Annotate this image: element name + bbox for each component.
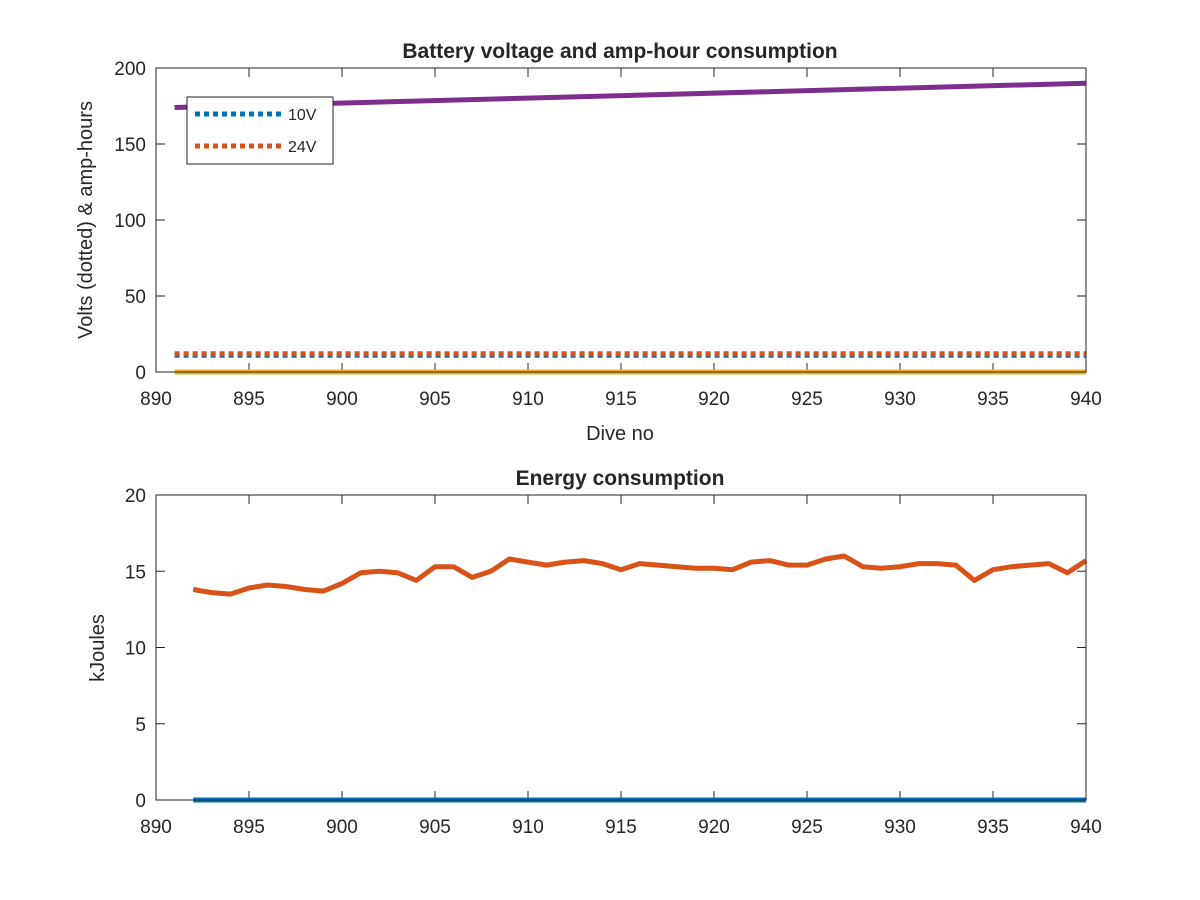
x-tick-label: 895 xyxy=(233,389,265,410)
x-tick-label: 920 xyxy=(698,389,730,410)
energy-chart-title: Energy consumption xyxy=(516,467,725,490)
y-tick-label: 150 xyxy=(114,135,146,156)
energy-chart-ylabel: kJoules xyxy=(87,614,109,682)
y-tick-label: 0 xyxy=(135,363,146,384)
x-tick-label: 905 xyxy=(419,817,451,838)
x-tick-label: 915 xyxy=(605,817,637,838)
y-tick-label: 10 xyxy=(125,639,146,660)
x-tick-label: 930 xyxy=(884,817,916,838)
legend-box xyxy=(186,96,334,165)
energy-chart-axes-box xyxy=(155,494,1087,801)
x-tick-label: 925 xyxy=(791,817,823,838)
legend: 10V 24V xyxy=(186,96,334,165)
y-tick-label: 0 xyxy=(135,791,146,812)
x-tick-label: 940 xyxy=(1070,389,1102,410)
x-tick-label: 935 xyxy=(977,389,1009,410)
y-tick-label: 100 xyxy=(114,211,146,232)
x-tick-label: 910 xyxy=(512,817,544,838)
x-tick-label: 905 xyxy=(419,389,451,410)
battery-chart-ylabel: Volts (dotted) & amp-hours xyxy=(75,101,97,339)
x-tick-label: 900 xyxy=(326,389,358,410)
y-tick-label: 20 xyxy=(125,486,146,507)
x-tick-label: 890 xyxy=(140,817,172,838)
x-tick-label: 925 xyxy=(791,389,823,410)
x-tick-label: 920 xyxy=(698,817,730,838)
battery-chart-xlabel: Dive no xyxy=(586,423,654,445)
y-tick-label: 200 xyxy=(114,59,146,80)
x-tick-label: 910 xyxy=(512,389,544,410)
x-tick-label: 895 xyxy=(233,817,265,838)
x-tick-label: 930 xyxy=(884,389,916,410)
series-line-2 xyxy=(192,553,1088,597)
x-tick-label: 915 xyxy=(605,389,637,410)
y-tick-label: 15 xyxy=(125,562,146,583)
y-tick-label: 50 xyxy=(125,287,146,308)
x-tick-label: 940 xyxy=(1070,817,1102,838)
energy-chart-ticks: 890 895 900 905 910 915 920 925 930 935 940 0 5 10 15 2… xyxy=(125,486,1102,838)
battery-chart-title: Battery voltage and amp-hour consumption xyxy=(402,40,837,63)
battery-chart-ticks: 890 895 900 905 910 915 920 925 930 935 940 0 50 100 1… xyxy=(114,59,1102,410)
battery-chart-axes-box xyxy=(155,67,1087,373)
battery-chart: Battery voltage and amp-hour consumption… xyxy=(75,40,1102,445)
legend-label-10v: 10V xyxy=(288,107,317,124)
x-tick-label: 890 xyxy=(140,389,172,410)
y-tick-label: 5 xyxy=(135,715,146,736)
x-tick-label: 935 xyxy=(977,817,1009,838)
legend-label-24v: 24V xyxy=(288,139,317,156)
energy-chart: Energy consumption kJoules 890 895 900 905 9… xyxy=(87,467,1102,838)
x-tick-label: 900 xyxy=(326,817,358,838)
